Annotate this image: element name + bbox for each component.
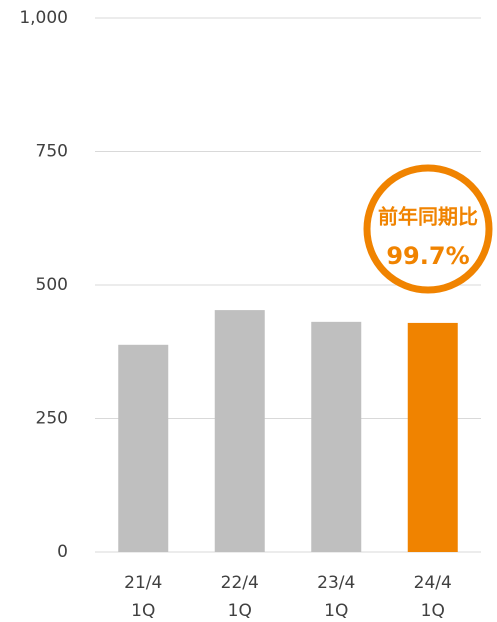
y-tick-label: 750 [36, 142, 68, 162]
x-tick-label: 21/4 1Q [124, 573, 162, 621]
bar [311, 321, 362, 552]
y-tick-label: 0 [57, 542, 68, 562]
y-tick-label: 500 [36, 275, 68, 295]
x-tick-label: 22/4 1Q [221, 573, 259, 621]
y-tick-label: 1,000 [19, 8, 68, 28]
bar [214, 310, 265, 552]
annotation-value: 99.7% [386, 242, 469, 270]
x-tick-label: 24/4 1Q [414, 573, 452, 621]
bar [407, 322, 458, 552]
x-tick-label: 23/4 1Q [317, 573, 355, 621]
bar [118, 344, 169, 552]
y-tick-label: 250 [36, 409, 68, 429]
annotation-circle [363, 164, 493, 294]
annotation-title: 前年同期比 [378, 205, 478, 229]
